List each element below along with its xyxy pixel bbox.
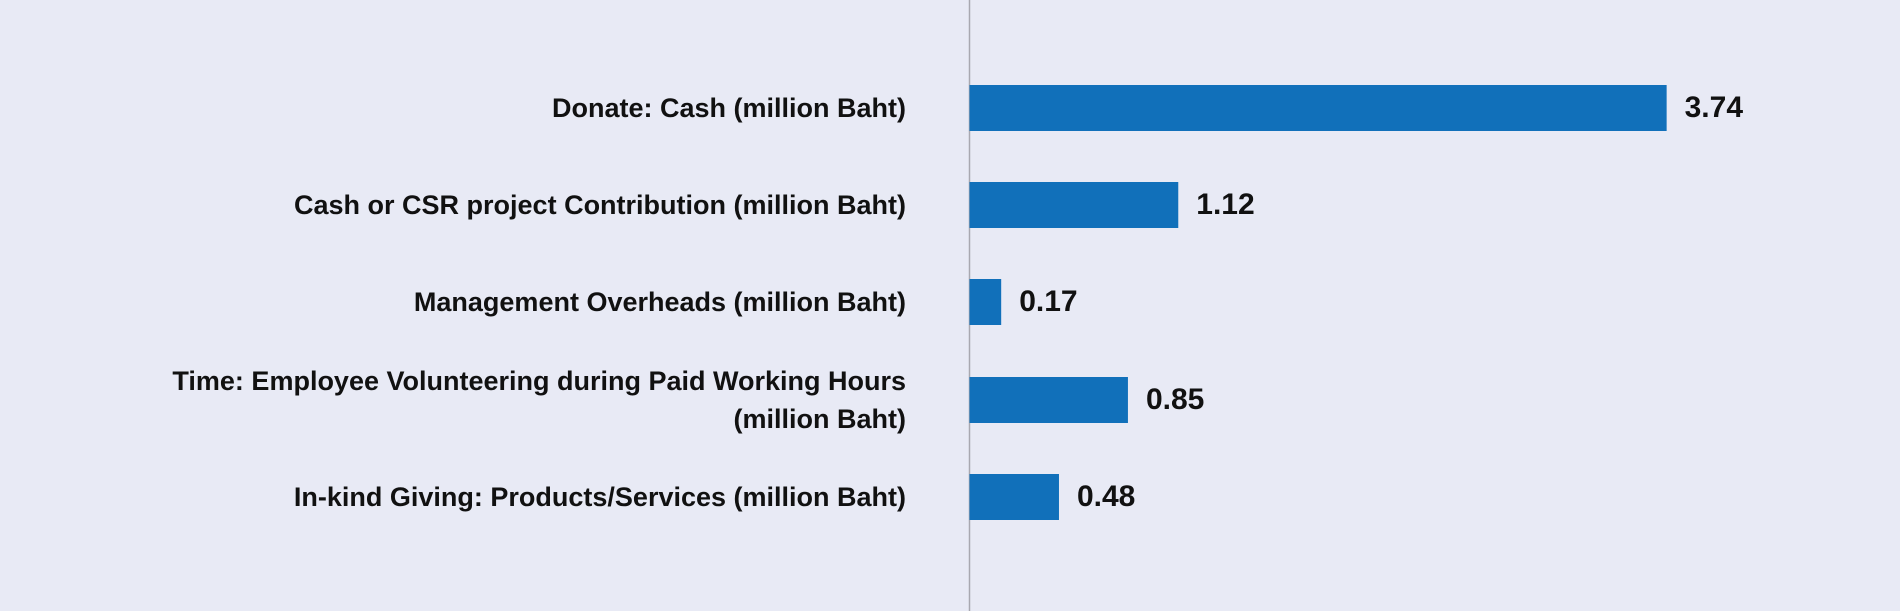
bar xyxy=(969,182,1179,228)
value-label: 1.12 xyxy=(1196,188,1255,221)
value-label: 0.17 xyxy=(1019,285,1078,318)
category-label: Donate: Cash (million Baht) xyxy=(551,93,906,123)
bar xyxy=(969,474,1059,520)
value-label: 0.48 xyxy=(1076,480,1136,513)
bar xyxy=(969,279,1002,325)
bar xyxy=(969,377,1128,423)
category-label: In-kind Giving: Products/Services (milli… xyxy=(293,482,906,512)
category-label: Time: Employee Volunteering during Paid … xyxy=(172,366,906,434)
category-label: Cash or CSR project Contribution (millio… xyxy=(294,190,906,220)
value-label: 0.85 xyxy=(1145,383,1205,416)
bar xyxy=(969,85,1667,131)
category-label: Management Overheads (million Baht) xyxy=(413,287,906,317)
value-label: 3.74 xyxy=(1684,91,1744,124)
